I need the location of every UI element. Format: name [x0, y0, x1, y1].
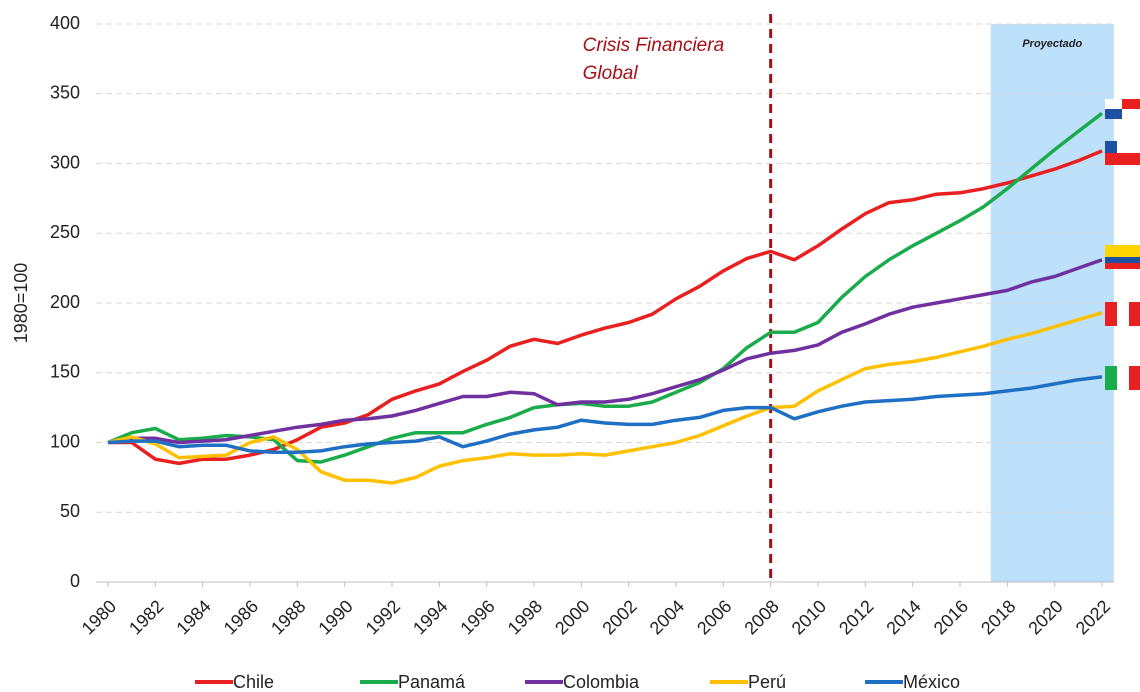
annotation: Crisis Financiera [583, 35, 724, 56]
y-tick-label: 350 [50, 83, 80, 103]
x-tick-label: 2000 [551, 596, 593, 638]
x-tick-label: 2004 [646, 596, 688, 638]
y-tick-label: 150 [50, 362, 80, 382]
x-tick-label: 2002 [598, 596, 640, 638]
series-line [108, 149, 1103, 466]
x-tick-label: 2016 [930, 596, 972, 638]
series-line [107, 258, 1103, 445]
x-tick-label: 2018 [977, 596, 1019, 638]
x-tick-label: 2012 [835, 596, 877, 638]
legend-label: México [903, 672, 960, 692]
series-line [107, 375, 1103, 455]
x-tick-label: 1982 [125, 596, 167, 638]
x-tick-label: 1994 [409, 596, 451, 638]
x-tick-label: 2014 [882, 596, 924, 638]
x-tick-label: 1980 [78, 596, 120, 638]
annotation: Global [583, 63, 639, 84]
flag-colombia [1105, 257, 1140, 263]
x-tick-label: 2010 [788, 596, 830, 638]
flags [1105, 99, 1140, 390]
x-tick-label: 2008 [740, 596, 782, 638]
flag-mexico [1105, 366, 1117, 390]
y-tick-label: 0 [70, 571, 80, 591]
legend-label: Colombia [563, 672, 640, 692]
projection-label: Proyectado [1022, 38, 1082, 50]
legend-label: Chile [233, 672, 274, 692]
x-tick-label: 2020 [1024, 596, 1066, 638]
y-tick-label: 200 [50, 292, 80, 312]
x-tick-label: 1990 [314, 596, 356, 638]
flag-colombia [1105, 263, 1140, 269]
x-tick-label: 1986 [220, 596, 262, 638]
y-tick-label: 300 [50, 152, 80, 172]
x-tick-label: 1998 [504, 596, 546, 638]
flag-colombia [1105, 245, 1140, 257]
flag-panama [1122, 99, 1140, 109]
flag-panama [1105, 109, 1122, 119]
y-tick-label: 100 [50, 431, 80, 451]
x-tick-label: 2006 [693, 596, 735, 638]
y-axis-label: 1980=100 [11, 263, 31, 344]
y-tick-label: 250 [50, 222, 80, 242]
flag-mexico [1129, 366, 1140, 390]
y-tick-label: 50 [60, 501, 80, 521]
legend-label: Perú [748, 672, 786, 692]
flag-mexico [1117, 366, 1129, 390]
x-tick-label: 1988 [267, 596, 309, 638]
flag-peru [1117, 302, 1129, 326]
legend-label: Panamá [398, 672, 466, 692]
x-tick-label: 1996 [456, 596, 498, 638]
series-line [107, 311, 1103, 485]
flag-chile [1105, 141, 1117, 153]
x-tick-label: 1992 [362, 596, 404, 638]
series-line [107, 111, 1104, 464]
x-tick-label: 2022 [1072, 596, 1114, 638]
y-tick-label: 400 [50, 13, 80, 33]
x-tick-label: 1984 [172, 596, 214, 638]
